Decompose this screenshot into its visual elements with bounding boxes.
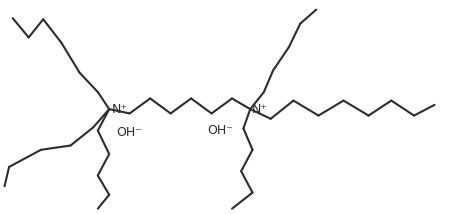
Text: N⁺: N⁺ (252, 103, 268, 116)
Text: OH⁻: OH⁻ (116, 126, 142, 139)
Text: N⁺: N⁺ (111, 103, 127, 116)
Text: OH⁻: OH⁻ (207, 124, 233, 137)
